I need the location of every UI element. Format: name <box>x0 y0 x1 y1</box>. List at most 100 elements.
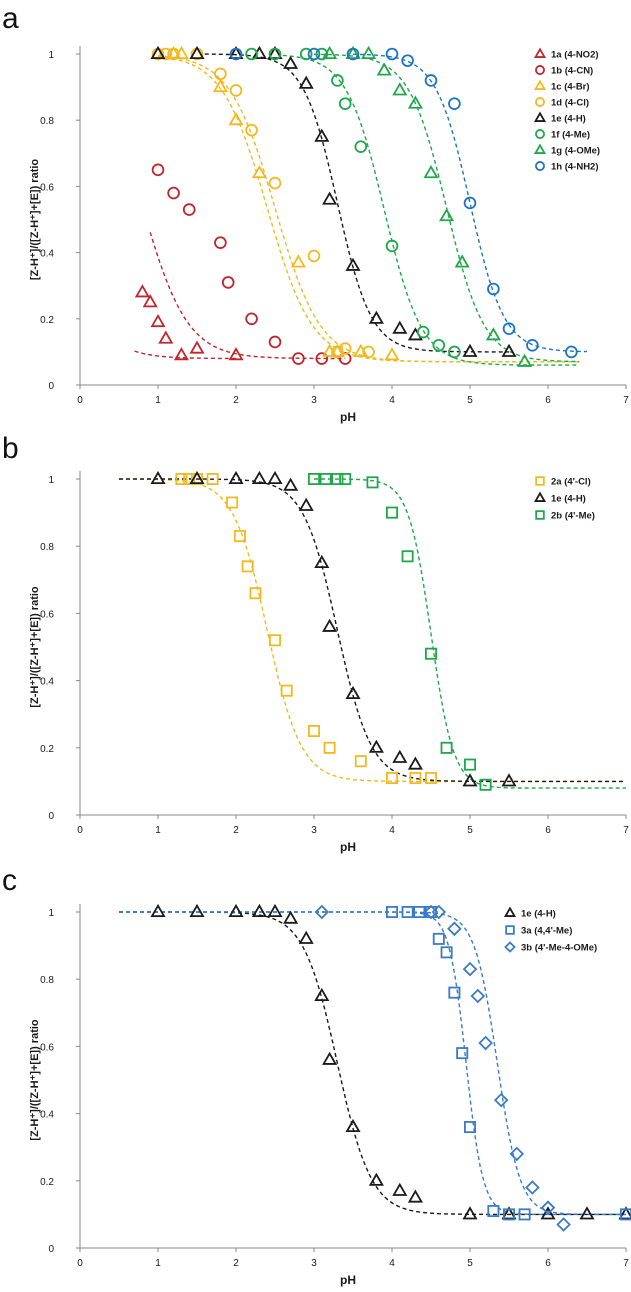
data-point <box>463 196 477 210</box>
data-point <box>432 338 446 352</box>
data-point <box>245 47 258 61</box>
data-point <box>407 756 423 770</box>
fit-curve <box>119 478 626 783</box>
data-point <box>283 55 299 69</box>
x-tick-label: 2 <box>233 825 239 836</box>
data-point <box>134 284 150 298</box>
data-point <box>228 347 244 361</box>
legend-label: 1a (4-NO2) <box>551 50 599 61</box>
legend-label: 1h (4-NH2) <box>551 162 599 173</box>
data-point <box>385 506 398 519</box>
data-point <box>518 1208 531 1221</box>
data-point <box>307 249 321 263</box>
y-tick-label: 0.2 <box>40 1177 54 1188</box>
data-point <box>331 472 344 485</box>
y-tick-label: 0.6 <box>40 182 54 193</box>
data-point <box>245 123 258 137</box>
data-point <box>361 45 377 59</box>
legend: 1e (4-H) 3a (4,4'-Me) 3b (4'-Me-4-OMe) <box>503 906 597 954</box>
fit-curve <box>157 55 580 363</box>
data-point <box>167 47 180 61</box>
data-point <box>407 95 423 109</box>
data-point <box>226 496 239 509</box>
legend-label: 1c (4-Br) <box>551 82 590 93</box>
data-point <box>331 345 344 359</box>
series-1f <box>245 47 461 359</box>
y-axis-title: [Z-H⁺]/([Z-H⁺]+[E]) ratio <box>29 159 41 281</box>
fit-curve <box>134 350 236 360</box>
x-tick-label: 6 <box>545 825 551 836</box>
data-point <box>221 276 235 289</box>
legend-label: 1e (4-H) <box>521 909 556 920</box>
x-tick-label: 0 <box>77 1258 83 1269</box>
data-point <box>338 342 352 355</box>
data-point <box>502 322 516 336</box>
data-point <box>228 903 244 917</box>
y-tick-label: 1 <box>48 908 54 919</box>
series-2b <box>307 472 492 791</box>
series-1g <box>322 45 533 367</box>
legend-label: 1f (4-Me) <box>551 130 590 141</box>
fit-curve <box>119 911 626 1216</box>
data-point <box>283 910 299 924</box>
data-point <box>487 1205 500 1218</box>
data-point <box>159 47 173 61</box>
x-axis-title: pH <box>340 1273 356 1287</box>
data-point <box>298 497 314 511</box>
data-point <box>214 67 227 81</box>
data-point <box>385 239 399 253</box>
data-point <box>501 773 517 787</box>
fit-curve <box>119 911 626 1216</box>
data-point <box>175 472 188 485</box>
x-tick-label: 5 <box>467 825 473 836</box>
data-point <box>251 903 267 917</box>
series-1a <box>134 284 244 361</box>
data-point <box>368 1172 384 1186</box>
y-tick-label: 0.4 <box>40 1110 54 1121</box>
data-point <box>298 75 314 89</box>
legend-label: 2a (4'-Cl) <box>551 477 591 488</box>
data-point <box>189 340 205 354</box>
y-tick-label: 0.2 <box>40 744 54 755</box>
data-point <box>173 347 189 361</box>
x-tick-label: 2 <box>233 395 239 406</box>
data-point <box>322 191 338 205</box>
data-point <box>368 310 384 324</box>
data-point <box>345 1118 361 1133</box>
data-point <box>366 476 379 489</box>
data-point <box>292 352 305 365</box>
legend-marker <box>535 476 545 486</box>
legend-label: 1g (4-OMe) <box>551 146 600 157</box>
data-point <box>456 1047 469 1060</box>
data-point <box>502 1208 515 1221</box>
data-point <box>267 903 283 917</box>
fit-curve <box>282 54 580 366</box>
data-point <box>385 906 398 919</box>
data-point <box>345 257 361 271</box>
data-point <box>245 312 258 326</box>
legend-label: 1e (4-H) <box>551 114 586 125</box>
data-point <box>407 327 423 341</box>
legend-marker <box>535 65 545 75</box>
data-point <box>448 345 461 359</box>
data-point <box>229 84 243 97</box>
data-point <box>314 904 330 920</box>
y-axis-title: [Z-H⁺]/([Z-H⁺]+[E]) ratio <box>29 1019 41 1141</box>
data-point <box>346 47 360 61</box>
data-point <box>447 921 462 937</box>
data-point <box>440 946 453 959</box>
data-point <box>142 294 158 308</box>
data-point <box>322 45 338 59</box>
data-point <box>307 472 320 485</box>
legend: 1a (4-NO2) 1b (4-CN) 1c (4-Br) 1d (4-Cl) 1e … <box>533 47 600 173</box>
legend-label: 3a (4,4'-Me) <box>521 926 572 937</box>
data-point <box>470 988 486 1004</box>
data-point <box>409 772 422 785</box>
data-point <box>493 1092 509 1108</box>
data-point <box>392 749 408 763</box>
data-point <box>478 1035 493 1051</box>
data-point <box>448 97 461 110</box>
data-point <box>501 343 517 357</box>
data-point <box>362 345 375 359</box>
